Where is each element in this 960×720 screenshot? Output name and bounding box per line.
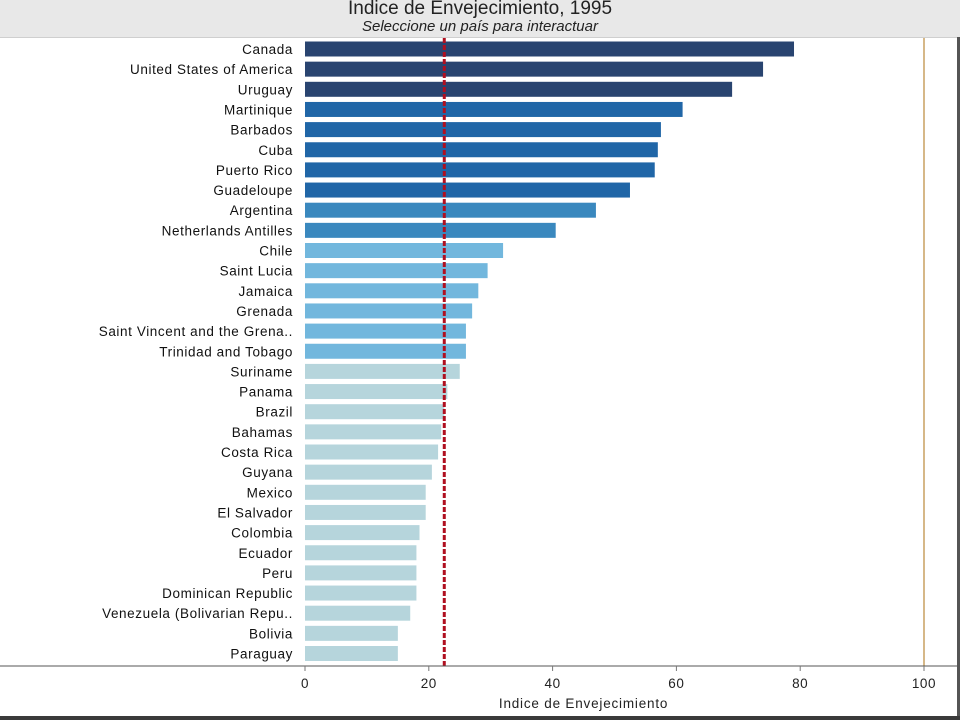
bar-paraguay: [305, 646, 398, 661]
category-label: Suriname: [230, 364, 293, 379]
bar-martinique: [305, 101, 683, 117]
bar-costa-rica: [305, 444, 439, 460]
bar-ecuador: [305, 545, 417, 561]
bar-guadeloupe: [305, 182, 630, 198]
x-tick-label: 0: [301, 676, 309, 691]
category-label: Grenada: [236, 304, 293, 319]
bar-suriname: [305, 363, 460, 379]
x-axis-title: Indice de Envejecimiento: [499, 696, 668, 711]
bar-venezuela-bolivarian-repu: [305, 605, 411, 621]
bar-barbados: [305, 122, 661, 138]
category-label: Bolivia: [249, 626, 293, 641]
right-frame-border: [957, 37, 960, 720]
bar-panama: [305, 384, 448, 400]
category-labels-group: Canada United States of America Uruguay Mar…: [99, 42, 293, 682]
bar-peru: [305, 565, 417, 581]
bar-canada: [305, 41, 795, 57]
category-label: Trinidad and Tobago: [159, 344, 293, 359]
bar-grenada: [305, 303, 473, 319]
category-label: Paraguay: [230, 647, 293, 662]
bar-bolivia: [305, 625, 398, 641]
category-label: Netherlands Antilles: [162, 223, 293, 238]
category-label: Guadeloupe: [213, 183, 293, 198]
category-label: Peru: [262, 566, 293, 581]
category-label: Argentina: [230, 203, 293, 218]
category-label: Canada: [242, 42, 293, 57]
x-tick-label: 60: [668, 676, 684, 691]
bar-united-states-of-america: [305, 61, 764, 77]
bar-saint-vincent-and-the-grena: [305, 323, 466, 339]
category-label: Colombia: [231, 526, 293, 541]
bar-uruguay: [305, 81, 733, 97]
x-tick-label: 40: [544, 676, 560, 691]
bar-trinidad-and-tobago: [305, 343, 466, 359]
category-label: Chile: [259, 244, 293, 259]
bar-argentina: [305, 202, 596, 218]
chart-header: Indice de Envejecimiento, 1995 Seleccion…: [0, 0, 960, 38]
bar-bahamas: [305, 424, 442, 440]
category-label: Dominican Republic: [162, 586, 293, 601]
bar-brazil: [305, 404, 445, 420]
category-label: Martinique: [224, 102, 293, 117]
category-label: Venezuela (Bolivarian Repu..: [102, 606, 293, 621]
bar-chile: [305, 243, 504, 258]
bar-jamaica: [305, 283, 479, 299]
category-label: United States of America: [130, 62, 293, 77]
bar-netherlands-antilles: [305, 222, 556, 238]
chart-subtitle: Seleccione un país para interactuar: [362, 18, 598, 35]
reference-lines-group: [442, 38, 925, 666]
category-label: Barbados: [230, 123, 293, 138]
x-tick-label: 20: [421, 676, 437, 691]
category-label: El Salvador: [217, 505, 293, 520]
category-label: Puerto Rico: [216, 163, 293, 178]
category-label: Saint Lucia: [220, 264, 293, 279]
bars-group: [305, 41, 795, 681]
bar-saint-lucia: [305, 263, 488, 279]
bar-french-guiana: [305, 666, 395, 681]
category-label: Guyana: [242, 465, 293, 480]
bar-el-salvador: [305, 504, 426, 520]
x-tick-label: 80: [792, 676, 808, 691]
category-label: Jamaica: [239, 284, 293, 299]
bottom-frame-border: [0, 716, 960, 720]
category-label: Cuba: [258, 143, 293, 158]
category-label: Saint Vincent and the Grena..: [99, 324, 293, 339]
category-label: Ecuador: [239, 546, 293, 561]
bar-guyana: [305, 464, 432, 480]
bar-mexico: [305, 484, 426, 500]
category-label: Uruguay: [238, 82, 293, 97]
chart-title: Indice de Envejecimiento, 1995: [347, 0, 613, 19]
bar-dominican-republic: [305, 585, 417, 601]
bar-colombia: [305, 525, 420, 541]
x-axis: 0 20 40 60 80 100 Indice de Envejecimiento: [0, 665, 957, 711]
category-label: Costa Rica: [221, 445, 293, 460]
bar-puerto-rico: [305, 162, 655, 178]
category-label: French Guiana: [196, 667, 293, 682]
category-label: Brazil: [256, 405, 293, 420]
bar-cuba: [305, 142, 658, 158]
bar-chart: Canada United States of America Uruguay Mar…: [0, 38, 957, 711]
category-label: Panama: [239, 385, 293, 400]
category-label: Mexico: [247, 485, 293, 500]
x-tick-label: 100: [912, 676, 936, 691]
category-label: Bahamas: [232, 425, 293, 440]
